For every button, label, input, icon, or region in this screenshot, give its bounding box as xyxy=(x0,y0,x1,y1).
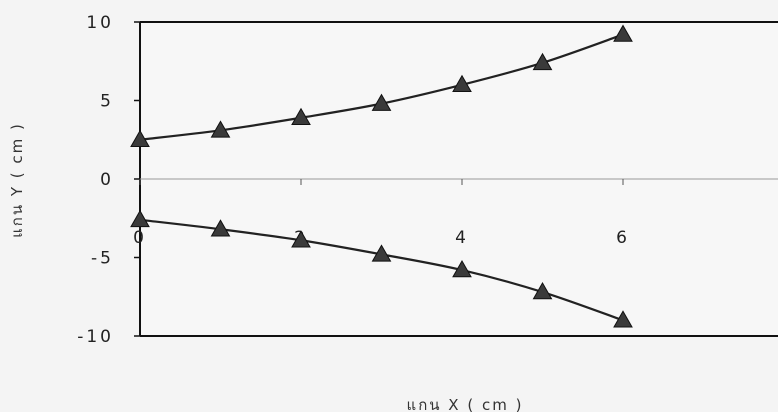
y-tick-label: 0 xyxy=(100,170,114,190)
y-axis-ticks: 10 5 0 -5 -10 xyxy=(77,13,140,347)
series-2-point xyxy=(291,230,311,248)
series-2-point xyxy=(452,260,472,278)
y-tick-label: -5 xyxy=(91,249,114,269)
series-1-point xyxy=(452,74,472,93)
series-layer xyxy=(130,24,633,328)
series-2-point xyxy=(210,219,231,237)
y-tick-label: -10 xyxy=(77,327,114,347)
series-2-point xyxy=(371,244,392,262)
y-axis-title: แกน Y ( cm ) xyxy=(8,122,26,238)
series-1-point xyxy=(291,107,311,126)
series-1-point xyxy=(371,93,392,111)
series-1-point xyxy=(613,24,633,42)
series-1-point xyxy=(532,52,553,71)
y-tick-label: 10 xyxy=(86,13,114,33)
series-2-point xyxy=(532,282,553,300)
x-tick-label: 6 xyxy=(616,228,630,248)
x-axis-title: แกน X ( cm ) xyxy=(407,396,524,412)
series-1-point xyxy=(210,120,231,138)
y-tick-label: 5 xyxy=(100,92,114,112)
x-tick-label: 0 xyxy=(133,228,147,248)
series-2-point xyxy=(130,209,150,228)
series-2-point xyxy=(613,310,633,328)
x-tick-label: 4 xyxy=(455,228,469,248)
series-1-point xyxy=(130,129,150,147)
